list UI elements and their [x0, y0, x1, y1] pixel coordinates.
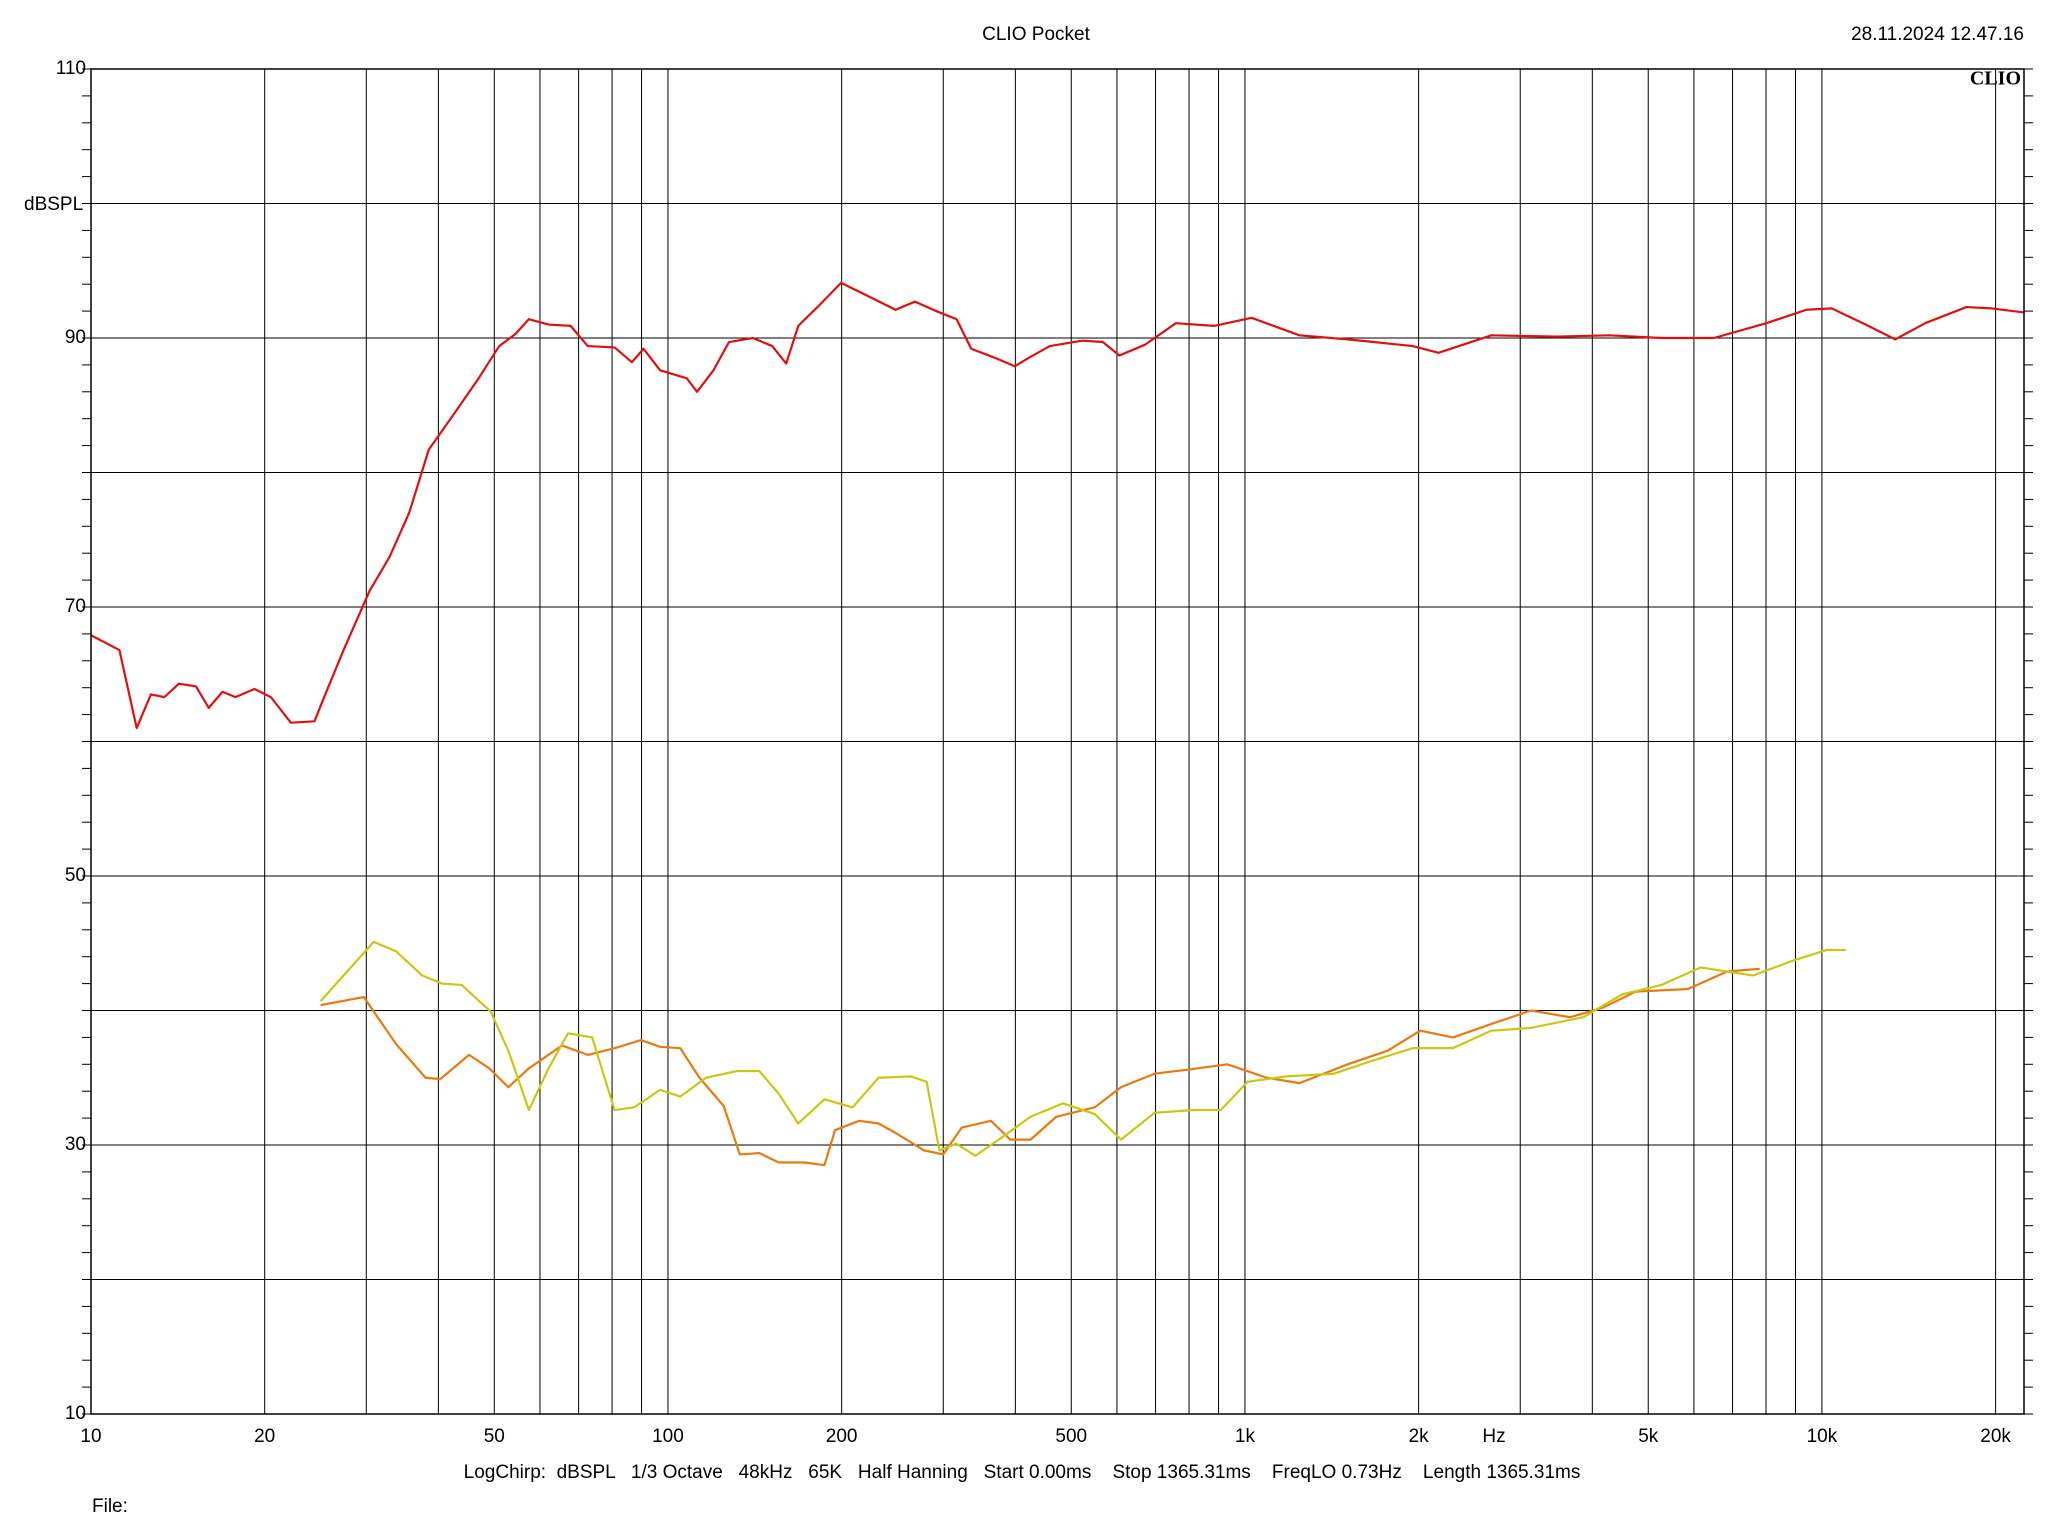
- series-line: [320, 967, 1760, 1167]
- y-tick-label: 10: [65, 1403, 86, 1424]
- y-tick-label: 50: [65, 865, 86, 886]
- x-tick-label: 100: [652, 1426, 684, 1447]
- y-tick-label: 70: [65, 596, 86, 617]
- y-tick-label: 110: [56, 58, 86, 79]
- x-tick-label: 50: [484, 1426, 505, 1447]
- plot-lines: [90, 281, 2025, 1167]
- plot-frame: [90, 68, 2025, 1415]
- x-tick-label: 2k: [1409, 1426, 1430, 1447]
- x-tick-label: 500: [1055, 1426, 1087, 1447]
- y-tick-label: 90: [65, 327, 86, 348]
- chart-title: CLIO Pocket: [982, 24, 1090, 45]
- x-tick-label: 1k: [1235, 1426, 1256, 1447]
- footer-settings: LogChirp: dBSPL 1/3 Octave 48kHz 65K Hal…: [464, 1462, 1581, 1483]
- logo: CLIO: [1970, 68, 2021, 90]
- x-axis-label: Hz: [1482, 1426, 1505, 1447]
- series-line: [90, 281, 2025, 730]
- x-tick-label: 10k: [1807, 1426, 1838, 1447]
- timestamp: 28.11.2024 12.47.16: [1851, 24, 2024, 45]
- file-label: File:: [92, 1496, 128, 1517]
- x-tick-label: 10: [80, 1426, 101, 1447]
- x-tick-label: 20: [254, 1426, 275, 1447]
- y-tick-label: 30: [65, 1134, 86, 1155]
- x-tick-label: 20k: [1980, 1426, 2011, 1447]
- x-tick-label: 5k: [1638, 1426, 1659, 1447]
- x-tick-label: 200: [826, 1426, 858, 1447]
- series-line: [319, 940, 1846, 1157]
- y-axis-label: dBSPL: [24, 194, 83, 215]
